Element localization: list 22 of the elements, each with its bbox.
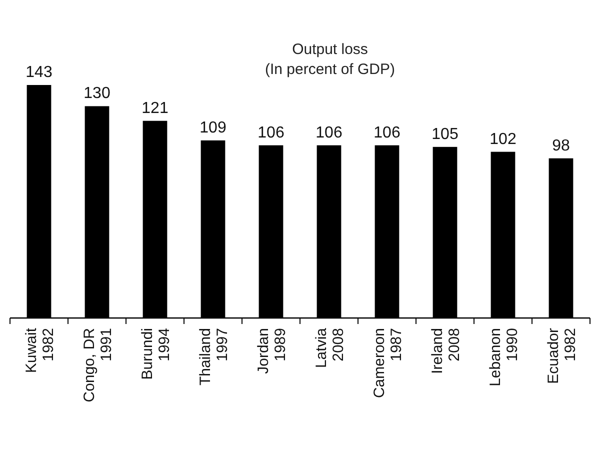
x-tick-label: Congo, DR 1991: [81, 328, 115, 402]
x-tick-label: Lebanon 1990: [487, 328, 521, 386]
chart-subtitle: (In percent of GDP): [264, 61, 396, 78]
data-label: 109: [200, 119, 226, 136]
data-label: 106: [316, 124, 342, 142]
x-tick-label: Burundi 1994: [139, 328, 173, 380]
x-tick-label: Ecuador 1982: [545, 328, 579, 384]
x-tick-label: Jordan 1989: [255, 328, 289, 374]
data-label: 121: [142, 100, 168, 117]
data-label: 106: [374, 124, 400, 142]
x-tick-label: Thailand 1997: [197, 328, 231, 386]
data-label: 105: [432, 126, 458, 143]
data-label: 106: [258, 124, 284, 142]
x-tick-label: Latvia 2008: [313, 327, 347, 368]
x-tick-label: Ireland 2008: [429, 328, 463, 374]
data-label: 130: [84, 85, 110, 102]
data-label: 98: [552, 137, 570, 154]
chart-title: Output loss: [292, 41, 368, 58]
x-tick-label: Cameroon 1987: [371, 328, 405, 398]
x-tick-label: Kuwait 1982: [23, 327, 57, 374]
data-label: 102: [490, 130, 516, 148]
data-label: 143: [26, 64, 52, 81]
